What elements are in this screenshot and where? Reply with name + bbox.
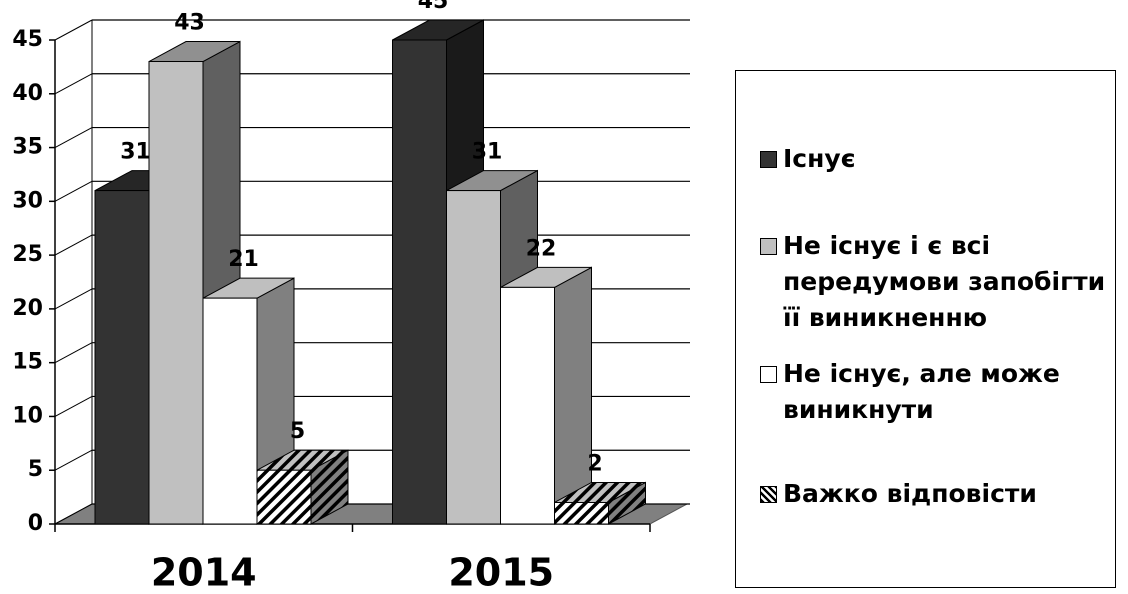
bar [256,469,312,525]
grid-line [54,127,93,148]
legend-entry: Існує [760,141,1110,177]
x-tick-label: 2014 [151,551,257,594]
bar [148,61,204,525]
grid-line [54,234,93,256]
y-tick-label: 20 [12,296,43,321]
grid-line [54,19,93,41]
legend-marker [760,486,777,503]
legend-label: Важко відповісти [783,479,1037,508]
y-tick-label: 10 [12,403,43,428]
grid-line [54,449,93,471]
bar [392,39,447,525]
legend: Існує Не існує і є всі передумови запобіг… [735,70,1116,588]
grid-line [54,288,93,310]
y-tick-label: 40 [12,81,43,106]
data-label: 31 [120,140,151,165]
grid-line [54,396,93,417]
bar [446,190,501,525]
y-tick-label: 0 [28,511,43,536]
data-label: 22 [526,236,557,261]
legend-label: Існує [783,144,856,173]
grid-line [54,342,93,364]
legend-entry: Не існує, але може виникнути [760,356,1110,428]
grid-line [54,73,93,95]
y-tick-label: 5 [28,457,43,482]
data-label: 21 [228,247,259,272]
y-tick-label: 45 [12,27,43,52]
data-label: 2 [587,451,602,476]
bar [202,297,258,525]
y-tick-label: 25 [12,242,43,267]
data-label: 31 [472,140,503,165]
y-tick-label: 15 [12,350,43,375]
data-label: 45 [418,0,449,14]
legend-label: Не існує, але може виникнути [783,359,1060,424]
data-label: 5 [290,419,305,444]
bar [94,190,150,525]
legend-marker [760,151,777,168]
grid-line [54,503,93,525]
y-tick-label: 30 [12,188,43,213]
bar [554,501,609,525]
legend-marker [760,238,777,255]
legend-entry: Не існує і є всі передумови запобігти її… [760,228,1110,336]
bar [500,286,555,525]
data-label: 43 [174,11,205,36]
grid-line [54,180,93,202]
legend-marker [760,366,777,383]
legend-entry: Важко відповісти [760,476,1110,512]
y-tick-label: 35 [12,135,43,160]
x-tick-label: 2015 [448,551,554,594]
legend-label: Не існує і є всі передумови запобігти її… [783,231,1106,332]
